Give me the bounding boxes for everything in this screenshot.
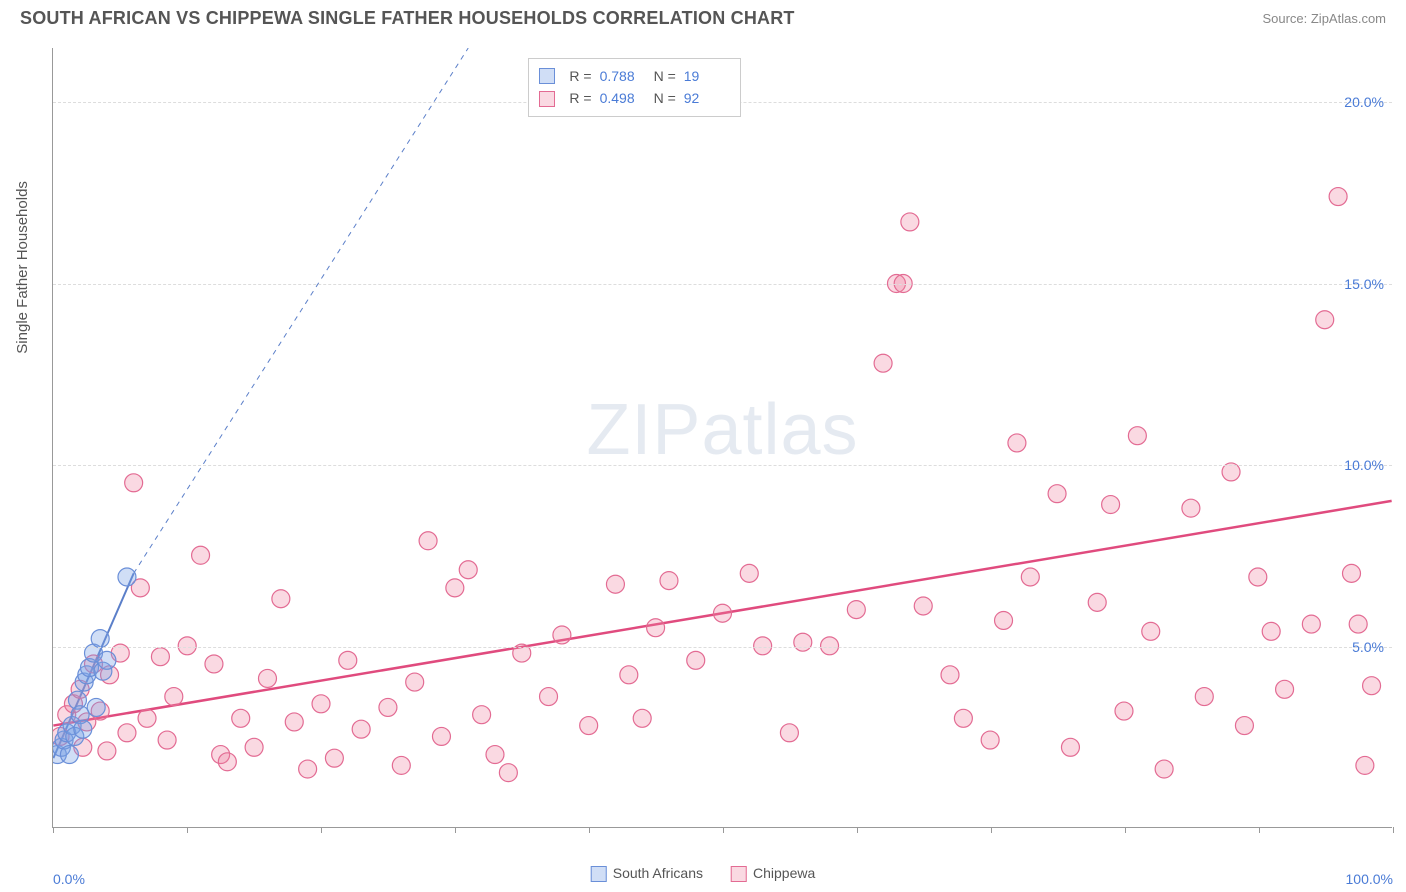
scatter-plot-svg — [53, 48, 1392, 827]
stats-row-b: R = 0.498 N = 92 — [539, 87, 729, 109]
swatch-a-icon — [539, 68, 555, 84]
x-tick — [857, 827, 858, 833]
r-value-a: 0.788 — [600, 65, 646, 87]
r-label: R = — [569, 65, 591, 87]
r-value-b: 0.498 — [600, 87, 646, 109]
stats-row-a: R = 0.788 N = 19 — [539, 65, 729, 87]
chart-title: SOUTH AFRICAN VS CHIPPEWA SINGLE FATHER … — [20, 8, 795, 29]
x-tick-label-left: 0.0% — [53, 871, 85, 887]
r-label: R = — [569, 87, 591, 109]
chart-plot-area: ZIPatlas R = 0.788 N = 19 R = 0.498 N = … — [52, 48, 1392, 828]
y-axis-label: Single Father Households — [14, 181, 31, 354]
y-tick-label: 5.0% — [1352, 639, 1384, 655]
n-value-b: 92 — [684, 87, 730, 109]
legend-label-a: South Africans — [613, 865, 703, 881]
gridline — [53, 284, 1392, 285]
x-tick — [187, 827, 188, 833]
gridline — [53, 465, 1392, 466]
x-tick — [991, 827, 992, 833]
x-tick — [1393, 827, 1394, 833]
legend-swatch-a-icon — [591, 866, 607, 882]
y-tick-label: 10.0% — [1344, 457, 1384, 473]
legend-bottom: South Africans Chippewa — [591, 865, 816, 882]
legend-item-b: Chippewa — [731, 865, 815, 882]
y-tick-label: 15.0% — [1344, 276, 1384, 292]
y-tick-label: 20.0% — [1344, 94, 1384, 110]
x-tick — [321, 827, 322, 833]
x-tick — [53, 827, 54, 833]
gridline — [53, 647, 1392, 648]
legend-label-b: Chippewa — [753, 865, 815, 881]
x-tick-label-right: 100.0% — [1346, 871, 1393, 887]
stats-legend-box: R = 0.788 N = 19 R = 0.498 N = 92 — [528, 58, 740, 117]
x-tick — [723, 827, 724, 833]
x-tick — [1259, 827, 1260, 833]
x-tick — [455, 827, 456, 833]
x-tick — [1125, 827, 1126, 833]
chart-header: SOUTH AFRICAN VS CHIPPEWA SINGLE FATHER … — [0, 0, 1406, 35]
n-label: N = — [654, 65, 676, 87]
source-label: Source: ZipAtlas.com — [1262, 11, 1386, 26]
n-label: N = — [654, 87, 676, 109]
n-value-a: 19 — [684, 65, 730, 87]
legend-item-a: South Africans — [591, 865, 703, 882]
x-tick — [589, 827, 590, 833]
legend-swatch-b-icon — [731, 866, 747, 882]
swatch-b-icon — [539, 91, 555, 107]
